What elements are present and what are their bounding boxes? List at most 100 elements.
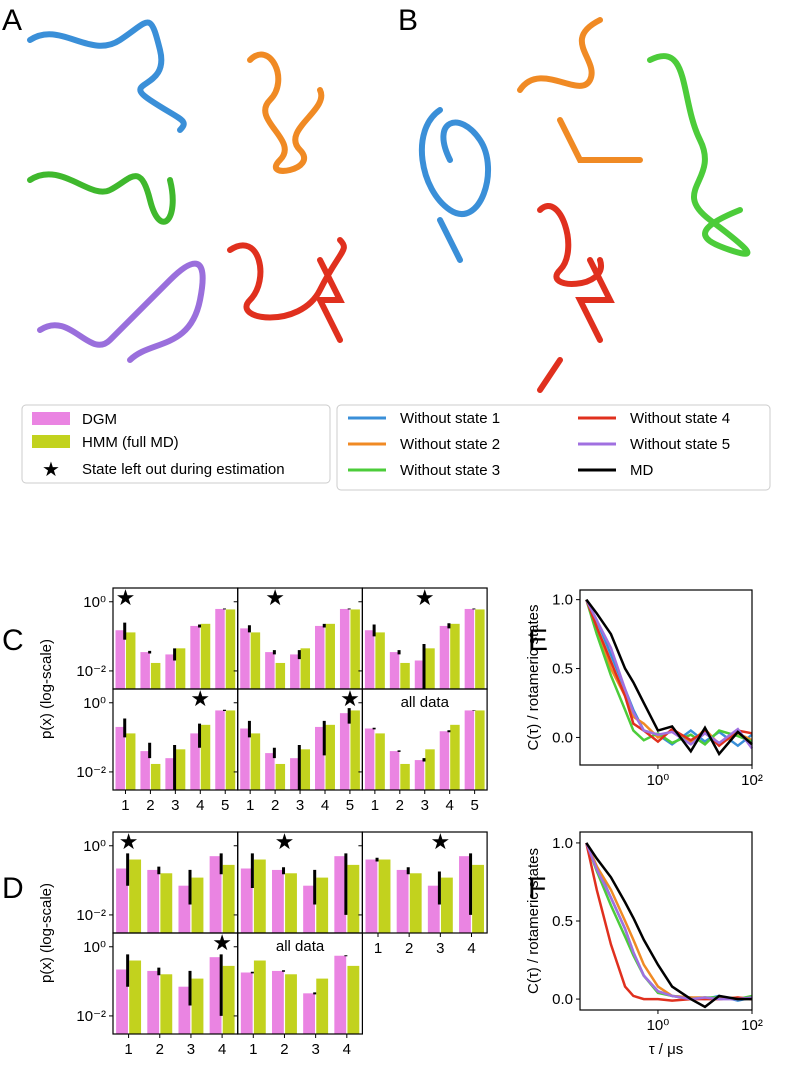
x-tick-label: 1 [121, 797, 129, 814]
star-marker: ★ [265, 585, 285, 610]
bar [440, 877, 453, 933]
bar [316, 978, 329, 1034]
x-tick-label: 5 [221, 797, 229, 814]
bar [400, 662, 410, 689]
bar [364, 728, 375, 790]
bar [300, 648, 311, 689]
x-tick-label: 3 [436, 940, 444, 957]
bar [378, 859, 391, 933]
subplot [364, 710, 485, 790]
y-tick-label: 0.0 [552, 991, 573, 1008]
panel-label: A [2, 4, 22, 37]
legend-label: Without state 4 [630, 410, 730, 427]
bar [265, 753, 275, 790]
bar [400, 763, 410, 790]
bar [240, 728, 250, 790]
x-tick-label: 4 [446, 797, 454, 814]
x-tick-label: 5 [470, 797, 478, 814]
x-tick-label: 4 [321, 797, 329, 814]
bar [347, 965, 360, 1034]
bar [215, 608, 225, 689]
bar [200, 623, 211, 689]
bar [303, 885, 316, 933]
bar [250, 632, 261, 689]
x-tick-label: 10² [741, 1017, 763, 1034]
bar [150, 662, 161, 689]
bar [150, 763, 161, 790]
bar [129, 859, 142, 933]
panel-label: B [398, 4, 418, 37]
y-tick-label: 0.0 [552, 729, 573, 746]
bar [275, 763, 286, 790]
subplot [240, 608, 360, 689]
bar [165, 654, 175, 689]
subplot [116, 853, 235, 933]
bar [285, 873, 297, 933]
bar [175, 749, 186, 790]
bar [450, 724, 460, 790]
x-tick-label: 4 [218, 1041, 226, 1058]
bar [165, 758, 175, 790]
star-marker: ★ [430, 829, 450, 854]
x-tick-label: 3 [171, 797, 179, 814]
bar [115, 630, 125, 689]
line [585, 599, 753, 746]
bar [325, 724, 335, 790]
bar [140, 652, 150, 689]
structure [647, 53, 751, 257]
bar [396, 869, 409, 933]
y-tick-label: 10⁻² [76, 663, 106, 680]
x-tick-label: 2 [271, 797, 279, 814]
bar [414, 660, 425, 689]
bar [425, 648, 435, 689]
bar [350, 609, 360, 689]
bar [285, 974, 297, 1034]
subplot-label: all data [276, 938, 325, 955]
bar [222, 864, 235, 933]
x-tick-label: 4 [343, 1041, 351, 1058]
bar [200, 724, 211, 790]
axes-frame [237, 932, 363, 1035]
star-marker: ★ [275, 829, 295, 854]
x-tick-label: 1 [374, 940, 382, 957]
bar [116, 868, 128, 933]
bar [215, 710, 225, 790]
x-tick-label: 1 [371, 797, 379, 814]
y-tick-label: 1.0 [552, 592, 573, 609]
star-marker: ★ [340, 686, 360, 711]
bar [414, 760, 425, 790]
bar [334, 955, 347, 1034]
legend-label: HMM (full MD) [82, 434, 179, 451]
bar [350, 710, 360, 790]
line [585, 842, 753, 1001]
bar [316, 877, 329, 933]
y-tick-label: 10⁰ [83, 695, 106, 712]
bar [191, 978, 204, 1034]
y-tick-label: 10⁰ [83, 594, 106, 611]
y-axis-label: p(x) (log-scale) [38, 883, 55, 983]
bar [303, 993, 316, 1034]
star-marker: ★ [190, 686, 210, 711]
structure [537, 203, 615, 393]
bar [240, 628, 250, 689]
bar [209, 856, 222, 933]
bar [147, 970, 160, 1034]
y-axis-label: C(τ) / rotameric states [525, 605, 542, 751]
subplot [364, 608, 485, 689]
structure [27, 171, 176, 225]
x-tick-label: 10⁰ [647, 1017, 670, 1034]
legend-swatch [32, 412, 70, 425]
line [585, 842, 753, 1001]
bar [300, 749, 311, 790]
bar [334, 856, 347, 933]
x-tick-label: 3 [187, 1041, 195, 1058]
line [585, 842, 752, 1009]
bar [427, 885, 440, 933]
panel-label: D [2, 872, 24, 905]
bar [222, 965, 235, 1034]
bar [347, 864, 360, 933]
x-tick-label: 2 [280, 1041, 288, 1058]
bar [271, 869, 284, 933]
x-tick-label: 1 [124, 1041, 132, 1058]
structure [418, 107, 491, 263]
